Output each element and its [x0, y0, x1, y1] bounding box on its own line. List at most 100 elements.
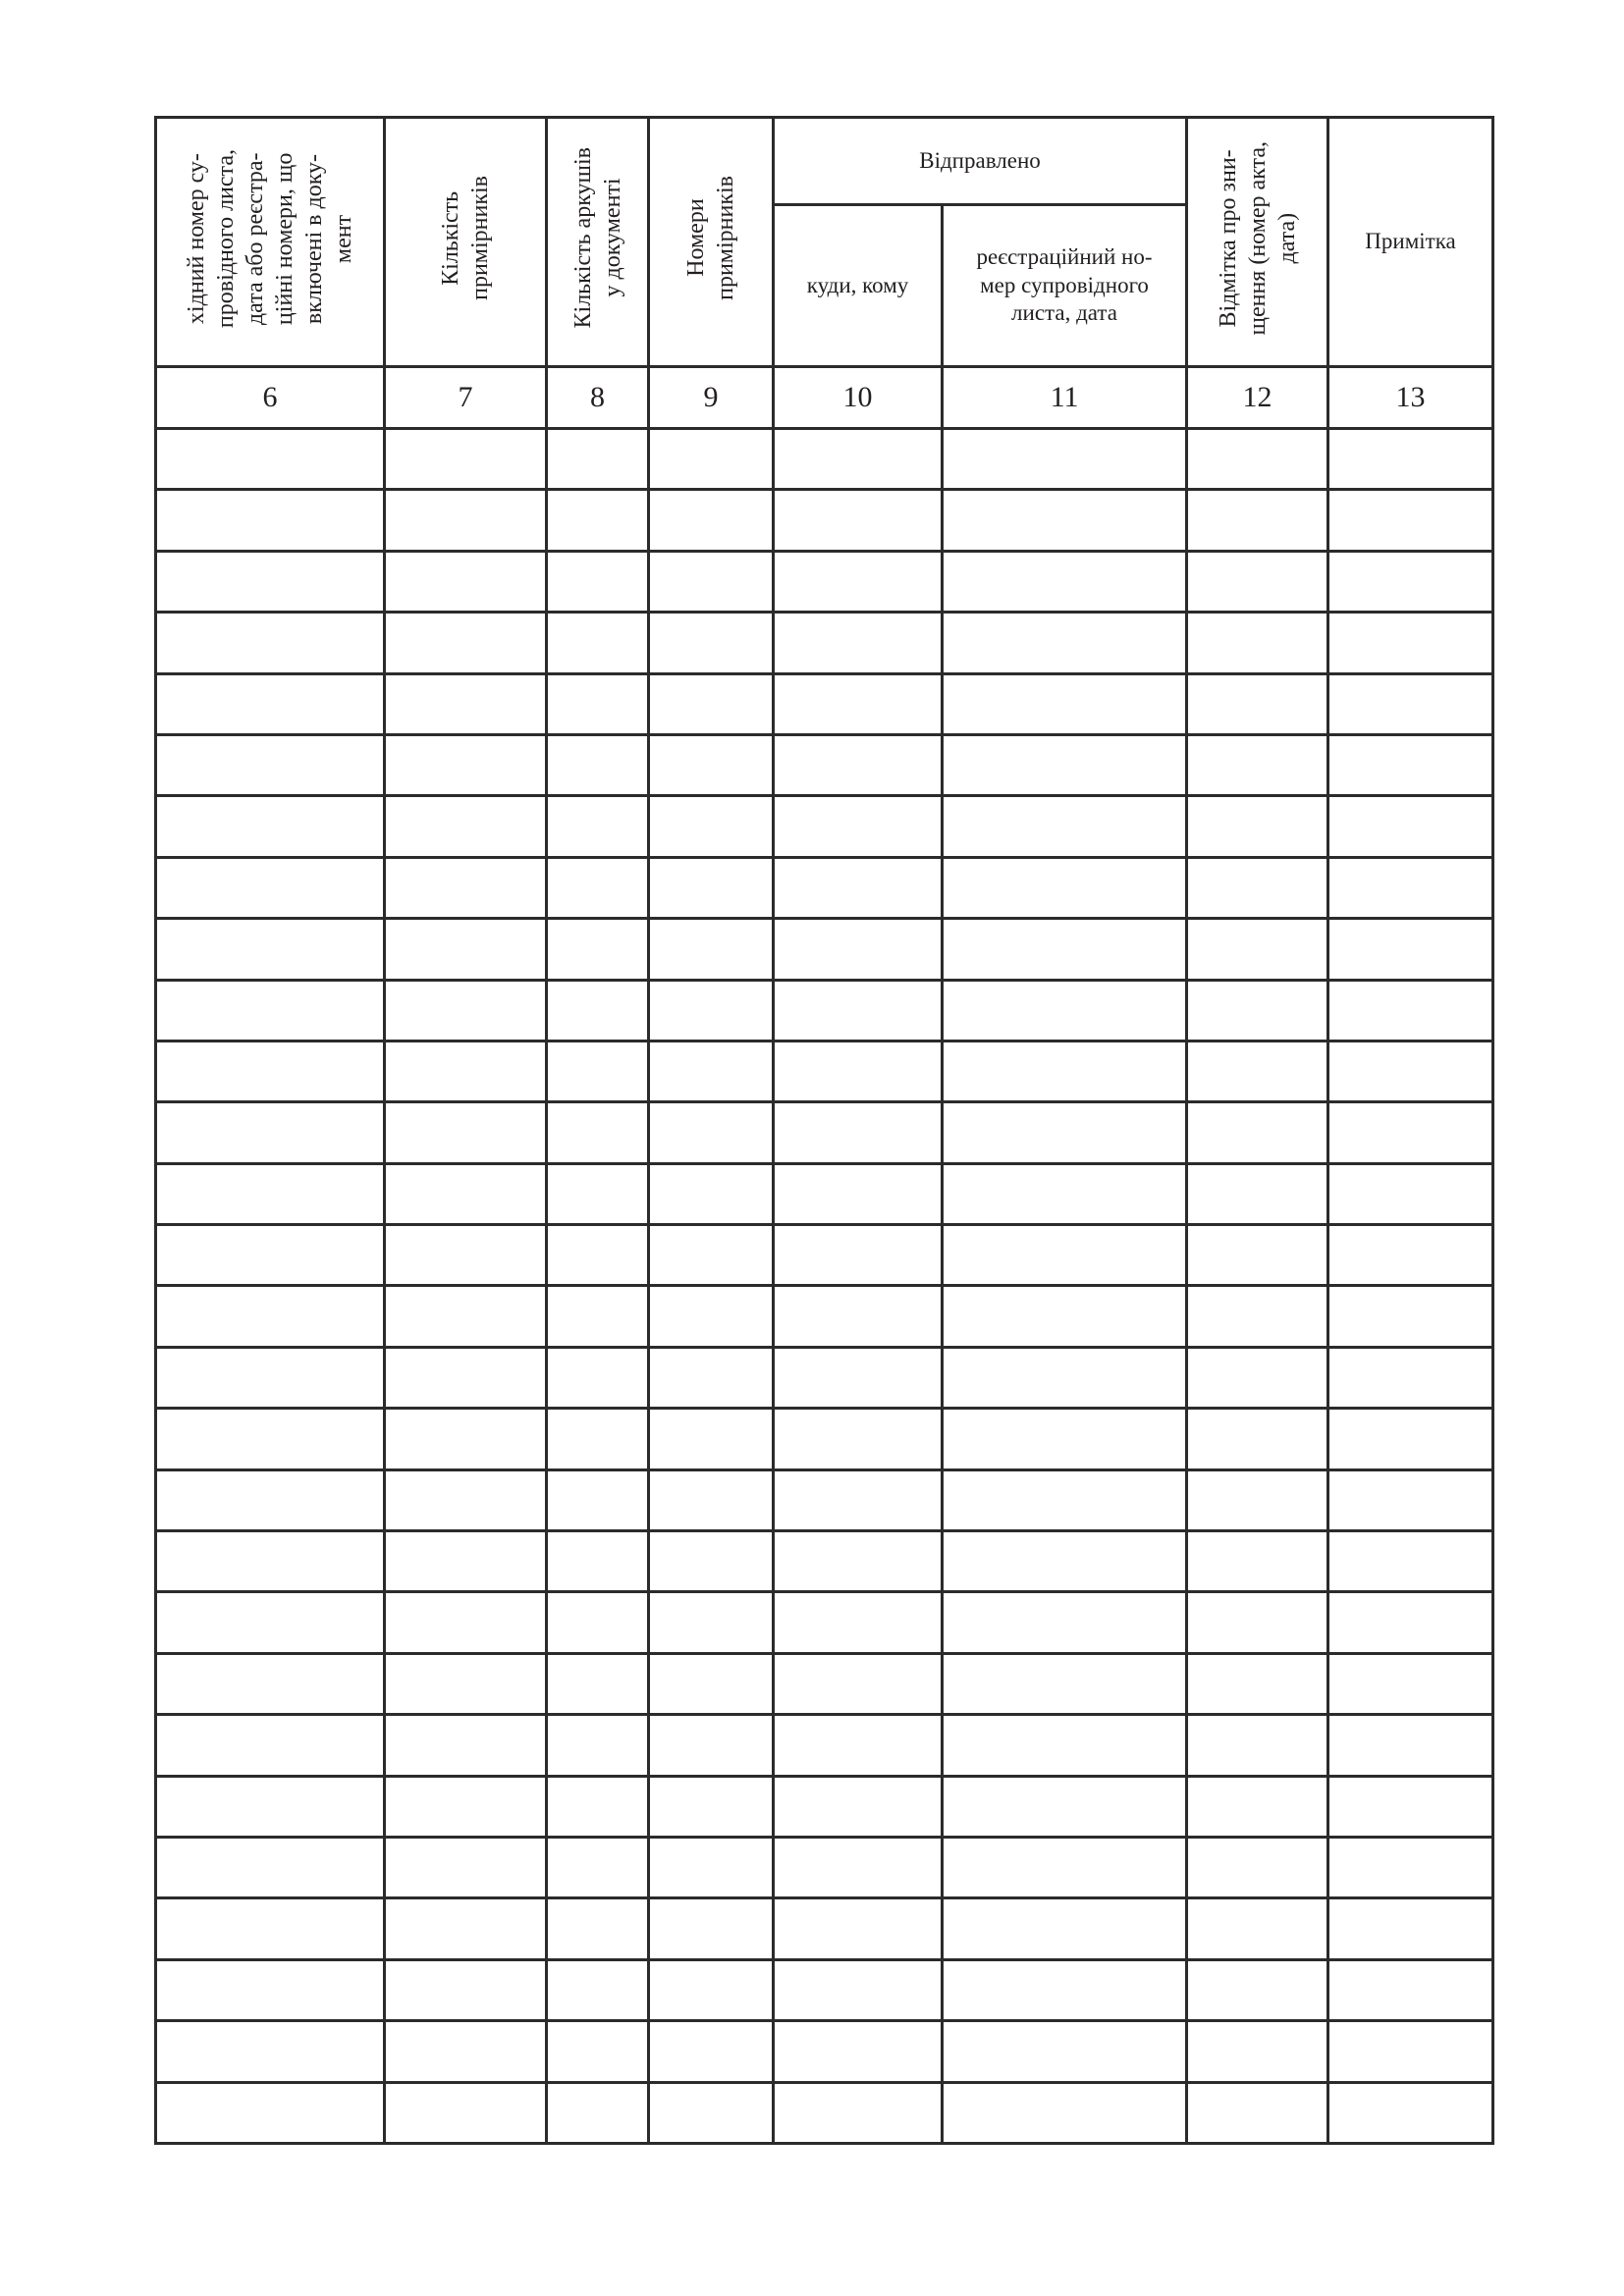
- table-cell[interactable]: [772, 1468, 944, 1533]
- table-cell[interactable]: [545, 549, 650, 614]
- table-cell[interactable]: [383, 671, 548, 736]
- table-cell[interactable]: [154, 978, 386, 1042]
- table-cell[interactable]: [545, 1529, 650, 1594]
- table-cell[interactable]: [647, 426, 775, 492]
- table-cell[interactable]: [1185, 671, 1330, 736]
- table-cell[interactable]: [940, 1223, 1189, 1288]
- table-cell[interactable]: [545, 1039, 650, 1104]
- table-cell[interactable]: [1326, 1590, 1495, 1655]
- table-cell[interactable]: [1326, 794, 1495, 859]
- table-cell[interactable]: [940, 855, 1189, 921]
- table-cell[interactable]: [545, 732, 650, 798]
- table-cell[interactable]: [383, 1468, 548, 1533]
- table-cell[interactable]: [647, 1284, 775, 1349]
- table-cell[interactable]: [383, 611, 548, 675]
- table-cell[interactable]: [1185, 1407, 1330, 1471]
- table-cell[interactable]: [647, 1713, 775, 1778]
- table-cell[interactable]: [1326, 671, 1495, 736]
- table-cell[interactable]: [647, 1774, 775, 1839]
- table-cell[interactable]: [772, 1896, 944, 1961]
- table-cell[interactable]: [545, 1161, 650, 1227]
- table-cell[interactable]: [545, 1468, 650, 1533]
- table-cell[interactable]: [545, 794, 650, 859]
- table-cell[interactable]: [1185, 1161, 1330, 1227]
- table-cell[interactable]: [1185, 1896, 1330, 1961]
- table-cell[interactable]: [154, 1039, 386, 1104]
- table-cell[interactable]: [383, 1774, 548, 1839]
- table-cell[interactable]: [940, 671, 1189, 736]
- table-cell[interactable]: [772, 1284, 944, 1349]
- table-cell[interactable]: [772, 1713, 944, 1778]
- table-cell[interactable]: [1185, 1713, 1330, 1778]
- table-cell[interactable]: [154, 2080, 386, 2145]
- table-cell[interactable]: [772, 855, 944, 921]
- table-cell[interactable]: [647, 1529, 775, 1594]
- table-cell[interactable]: [940, 1651, 1189, 1717]
- table-cell[interactable]: [1326, 1835, 1495, 1900]
- table-cell[interactable]: [1185, 855, 1330, 921]
- table-cell[interactable]: [772, 1223, 944, 1288]
- table-cell[interactable]: [1326, 426, 1495, 492]
- table-cell[interactable]: [154, 611, 386, 675]
- table-cell[interactable]: [1326, 2080, 1495, 2145]
- table-cell[interactable]: [154, 732, 386, 798]
- table-cell[interactable]: [154, 2019, 386, 2084]
- table-cell[interactable]: [772, 1345, 944, 1411]
- table-cell[interactable]: [940, 794, 1189, 859]
- table-cell[interactable]: [383, 1590, 548, 1655]
- table-cell[interactable]: [1185, 1039, 1330, 1104]
- table-cell[interactable]: [383, 549, 548, 614]
- table-cell[interactable]: [1185, 1284, 1330, 1349]
- table-cell[interactable]: [940, 1407, 1189, 1471]
- table-cell[interactable]: [772, 1590, 944, 1655]
- table-cell[interactable]: [940, 1468, 1189, 1533]
- table-cell[interactable]: [940, 1957, 1189, 2023]
- table-cell[interactable]: [647, 1100, 775, 1165]
- table-cell[interactable]: [1185, 1835, 1330, 1900]
- table-cell[interactable]: [545, 1284, 650, 1349]
- table-cell[interactable]: [772, 1835, 944, 1900]
- table-cell[interactable]: [1185, 917, 1330, 982]
- table-cell[interactable]: [940, 1345, 1189, 1411]
- table-cell[interactable]: [772, 549, 944, 614]
- table-cell[interactable]: [647, 671, 775, 736]
- table-cell[interactable]: [647, 488, 775, 553]
- table-cell[interactable]: [1185, 2080, 1330, 2145]
- table-cell[interactable]: [545, 978, 650, 1042]
- table-cell[interactable]: [647, 1590, 775, 1655]
- table-cell[interactable]: [647, 1468, 775, 1533]
- table-cell[interactable]: [940, 488, 1189, 553]
- table-cell[interactable]: [383, 1039, 548, 1104]
- table-cell[interactable]: [1185, 426, 1330, 492]
- table-cell[interactable]: [383, 1161, 548, 1227]
- table-cell[interactable]: [154, 794, 386, 859]
- table-cell[interactable]: [154, 1345, 386, 1411]
- table-cell[interactable]: [1185, 1590, 1330, 1655]
- table-cell[interactable]: [647, 2019, 775, 2084]
- table-cell[interactable]: [383, 978, 548, 1042]
- table-cell[interactable]: [647, 1651, 775, 1717]
- table-cell[interactable]: [940, 426, 1189, 492]
- table-cell[interactable]: [1326, 1529, 1495, 1594]
- table-cell[interactable]: [940, 1896, 1189, 1961]
- table-cell[interactable]: [545, 1100, 650, 1165]
- table-cell[interactable]: [1326, 1896, 1495, 1961]
- table-cell[interactable]: [545, 1774, 650, 1839]
- table-cell[interactable]: [1185, 794, 1330, 859]
- table-cell[interactable]: [383, 1957, 548, 2023]
- table-cell[interactable]: [772, 2019, 944, 2084]
- table-cell[interactable]: [772, 1407, 944, 1471]
- table-cell[interactable]: [1326, 1161, 1495, 1227]
- table-cell[interactable]: [1185, 488, 1330, 553]
- table-cell[interactable]: [383, 794, 548, 859]
- table-cell[interactable]: [1326, 1407, 1495, 1471]
- table-cell[interactable]: [383, 1713, 548, 1778]
- table-cell[interactable]: [1185, 549, 1330, 614]
- table-cell[interactable]: [383, 2080, 548, 2145]
- table-cell[interactable]: [647, 1345, 775, 1411]
- table-cell[interactable]: [383, 917, 548, 982]
- table-cell[interactable]: [772, 426, 944, 492]
- table-cell[interactable]: [940, 978, 1189, 1042]
- table-cell[interactable]: [154, 1651, 386, 1717]
- table-cell[interactable]: [545, 917, 650, 982]
